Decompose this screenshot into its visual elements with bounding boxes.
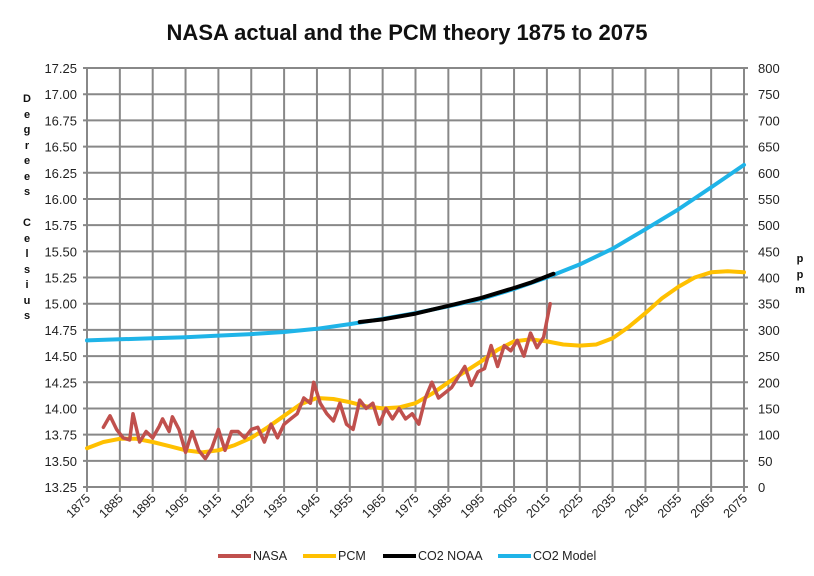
- y-left-tick-label: 14.50: [44, 349, 77, 364]
- legend-swatch-pcm: [303, 554, 336, 558]
- legend-item-pcm: PCM: [303, 547, 366, 565]
- y-left-tick-label: 15.00: [44, 297, 77, 312]
- x-tick-label: 1875: [64, 491, 94, 521]
- y-left-tick-label: 15.75: [44, 218, 77, 233]
- y-right-tick-label: 100: [758, 428, 780, 443]
- x-tick-label: 1995: [458, 491, 488, 521]
- x-tick-label: 1905: [162, 491, 192, 521]
- legend-label-co2-noaa: CO2 NOAA: [418, 549, 483, 563]
- y-right-tick-label: 550: [758, 192, 780, 207]
- x-tick-label: 1975: [392, 491, 422, 521]
- y-left-tick-label: 16.00: [44, 192, 77, 207]
- x-tick-label: 1965: [359, 491, 389, 521]
- x-tick-label: 1985: [425, 491, 455, 521]
- x-tick-label: 2075: [721, 491, 751, 521]
- y-left-tick-label: 13.25: [44, 480, 77, 495]
- y-left-tick-label: 16.50: [44, 140, 77, 155]
- y-right-tick-label: 0: [758, 480, 765, 495]
- x-tick-label: 1885: [96, 491, 126, 521]
- y-right-tick-label: 50: [758, 454, 772, 469]
- legend-label-pcm: PCM: [338, 549, 366, 563]
- x-tick-label: 2025: [556, 491, 586, 521]
- y-right-tick-label: 450: [758, 244, 780, 259]
- chart-title: NASA actual and the PCM theory 1875 to 2…: [166, 20, 648, 45]
- y-left-tick-label: 13.50: [44, 454, 77, 469]
- y-right-tick-label: 600: [758, 166, 780, 181]
- legend-label-co2-model: CO2 Model: [533, 549, 597, 563]
- y-left-tick-label: 13.75: [44, 428, 77, 443]
- y-left-tick-label: 17.25: [44, 61, 77, 76]
- series-line-co2-noaa: [357, 271, 556, 324]
- legend: NASA PCM CO2 NOAA CO2 Model: [0, 547, 814, 565]
- legend-swatch-nasa: [218, 554, 251, 558]
- x-tick-label: 2035: [589, 491, 619, 521]
- x-tick-label: 1955: [326, 491, 356, 521]
- y-left-tick-label: 15.25: [44, 271, 77, 286]
- y-right-tick-label: 150: [758, 401, 780, 416]
- x-tick-label: 2045: [622, 491, 652, 521]
- x-tick-label: 1895: [129, 491, 159, 521]
- y-right-tick-label: 650: [758, 140, 780, 155]
- y-right-tick-label: 800: [758, 61, 780, 76]
- y-right-tick-label: 500: [758, 218, 780, 233]
- x-tick-label: 2015: [523, 491, 553, 521]
- x-tick-label: 1925: [228, 491, 258, 521]
- series-line-nasa: [101, 301, 552, 461]
- y-right-tick-label: 400: [758, 271, 780, 286]
- x-tick-label: 2055: [655, 491, 685, 521]
- y-left-tick-label: 14.25: [44, 375, 77, 390]
- y-left-tick-label: 16.25: [44, 166, 77, 181]
- y-right-tick-label: 700: [758, 113, 780, 128]
- x-tick-label: 1915: [195, 491, 225, 521]
- legend-item-nasa: NASA: [218, 547, 287, 565]
- y-right-tick-label: 350: [758, 297, 780, 312]
- x-tick-label: 1935: [261, 491, 291, 521]
- y-right-tick-label: 200: [758, 375, 780, 390]
- y-left-tick-label: 15.50: [44, 244, 77, 259]
- series-line-pcm: [85, 269, 746, 455]
- legend-swatch-co2-model: [498, 554, 531, 558]
- legend-swatch-co2-noaa: [383, 554, 416, 558]
- y-right-tick-label: 750: [758, 87, 780, 102]
- y-right-tick-label: 250: [758, 349, 780, 364]
- y-right-tick-label: 300: [758, 323, 780, 338]
- x-tick-label: 2065: [688, 491, 718, 521]
- y-left-tick-label: 14.00: [44, 401, 77, 416]
- y-left-tick-label: 14.75: [44, 323, 77, 338]
- y-left-tick-label: 16.75: [44, 113, 77, 128]
- x-tick-label: 1945: [294, 491, 324, 521]
- y-left-tick-label: 17.00: [44, 87, 77, 102]
- legend-item-co2-noaa: CO2 NOAA: [383, 547, 483, 565]
- legend-label-nasa: NASA: [253, 549, 288, 563]
- x-tick-label: 2005: [491, 491, 521, 521]
- legend-item-co2-model: CO2 Model: [498, 547, 596, 565]
